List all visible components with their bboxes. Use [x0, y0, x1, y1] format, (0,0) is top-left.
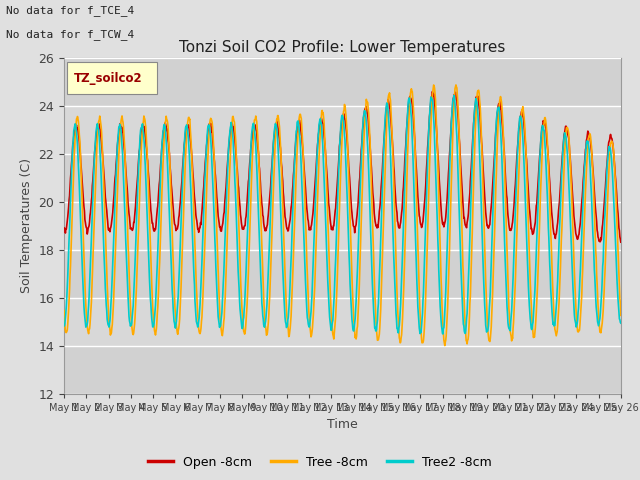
- X-axis label: Time: Time: [327, 418, 358, 431]
- Text: No data for f_TCE_4: No data for f_TCE_4: [6, 5, 134, 16]
- Text: TZ_soilco2: TZ_soilco2: [74, 72, 142, 85]
- Legend: Open -8cm, Tree -8cm, Tree2 -8cm: Open -8cm, Tree -8cm, Tree2 -8cm: [143, 451, 497, 474]
- Bar: [64, 154, 621, 202]
- Title: Tonzi Soil CO2 Profile: Lower Temperatures: Tonzi Soil CO2 Profile: Lower Temperatur…: [179, 40, 506, 55]
- Bar: [64, 58, 621, 106]
- Y-axis label: Soil Temperatures (C): Soil Temperatures (C): [20, 158, 33, 293]
- Text: No data for f_TCW_4: No data for f_TCW_4: [6, 29, 134, 40]
- Bar: [64, 346, 621, 394]
- Bar: [64, 250, 621, 298]
